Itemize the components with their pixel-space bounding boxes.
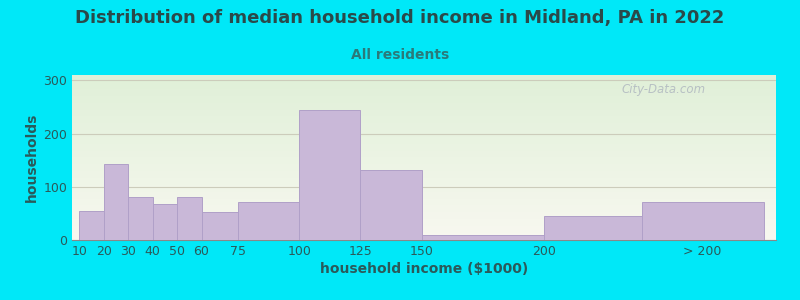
Text: City-Data.com: City-Data.com	[621, 83, 706, 96]
Bar	[642, 202, 764, 240]
Bar	[153, 204, 177, 240]
Y-axis label: households: households	[25, 113, 39, 202]
Bar	[202, 212, 238, 240]
Bar	[104, 164, 128, 240]
Bar	[128, 197, 153, 240]
Text: Distribution of median household income in Midland, PA in 2022: Distribution of median household income …	[75, 9, 725, 27]
Bar	[79, 211, 104, 240]
Bar	[361, 170, 422, 240]
Bar	[177, 197, 202, 240]
Bar	[422, 235, 544, 240]
Bar	[299, 110, 361, 240]
Text: All residents: All residents	[351, 48, 449, 62]
Bar	[544, 216, 642, 240]
X-axis label: household income ($1000): household income ($1000)	[320, 262, 528, 276]
Bar	[238, 202, 299, 240]
